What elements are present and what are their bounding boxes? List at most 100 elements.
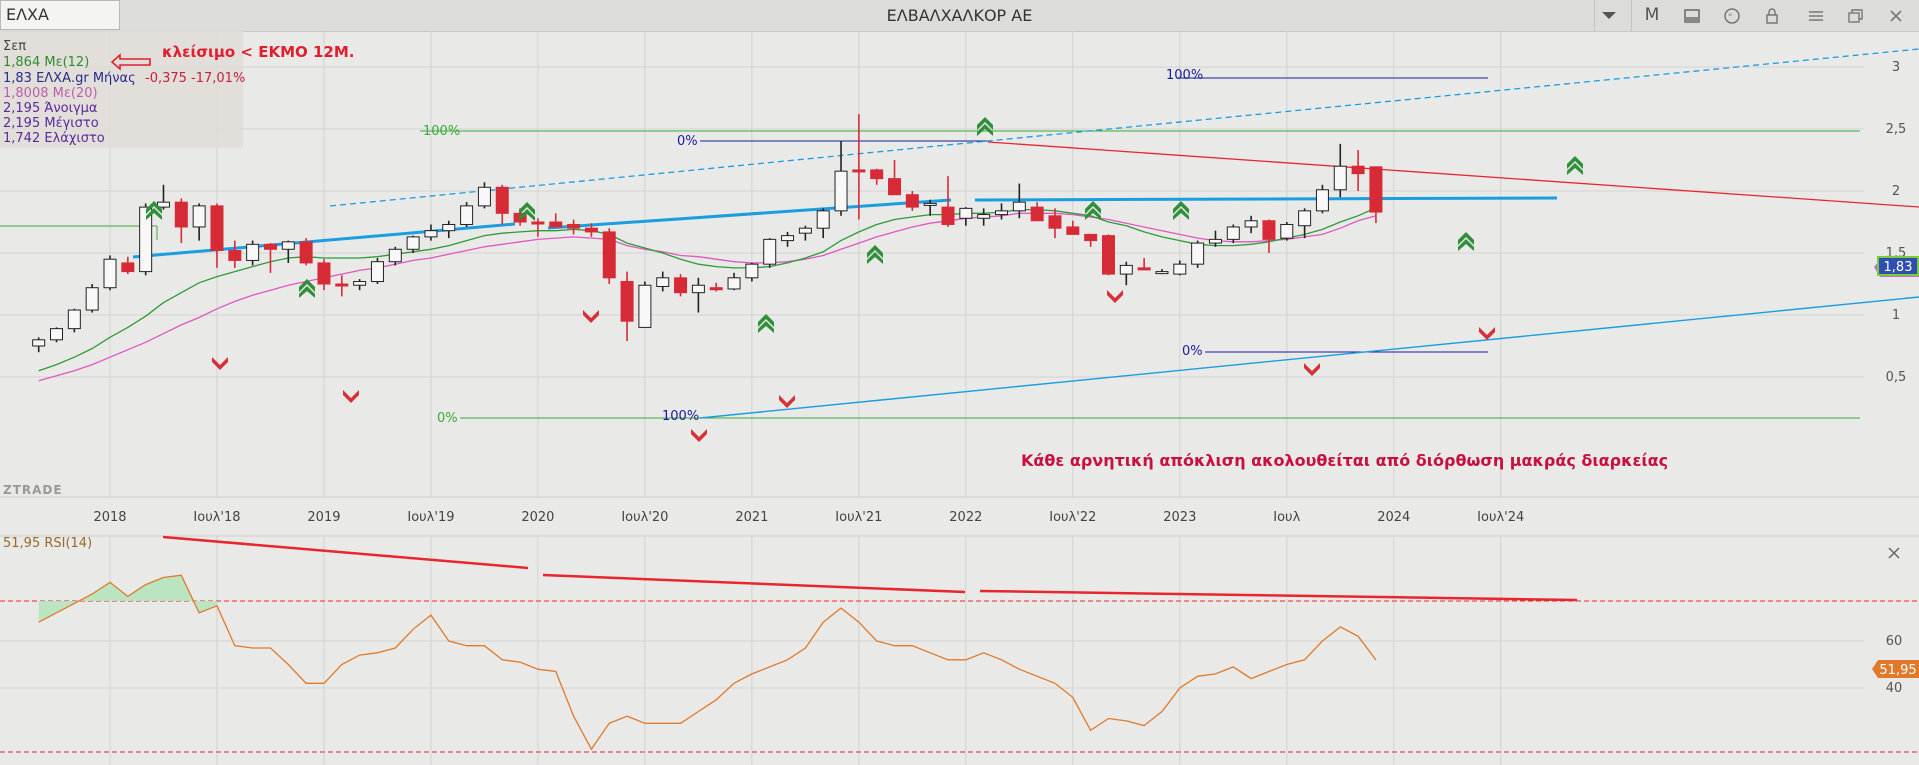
candle-body <box>1244 220 1258 228</box>
candle-body <box>495 186 509 214</box>
arrow-left-icon <box>110 53 151 71</box>
candle-body <box>977 214 991 219</box>
candle-body <box>995 210 1008 216</box>
candle-body <box>121 262 135 273</box>
price-chart[interactable]: 100% 0% 100% 0% 0% 100% Σεπ 1,864 Με(12) 1,83… <box>0 31 1919 765</box>
candle-body <box>1048 215 1062 229</box>
candle-body <box>442 223 456 232</box>
candle-body <box>674 277 688 294</box>
resistance-line-red <box>987 141 1919 208</box>
resistance-line <box>547 198 952 230</box>
close-icon[interactable] <box>1888 547 1900 559</box>
time-tick: Ιουλ'20 <box>621 510 668 525</box>
candle-body <box>905 194 919 208</box>
rsi-panel: 40 60 <box>0 535 1919 753</box>
candle-body <box>567 223 581 229</box>
time-tick: 2018 <box>93 510 126 525</box>
candle-body <box>1298 210 1312 227</box>
candle-body <box>798 227 812 234</box>
legend-low: 1,742 Ελάχιστο <box>3 131 105 146</box>
lock-icon[interactable] <box>1752 0 1792 31</box>
trend-line-dashed <box>329 48 1919 207</box>
arrow-up-icon <box>1173 208 1189 220</box>
candle-body <box>941 206 955 225</box>
symbol-input[interactable]: ΕΛΧΑ <box>0 0 120 30</box>
candle-body <box>549 221 563 228</box>
price-tick: 2 <box>1892 184 1900 199</box>
candle-body <box>709 287 723 291</box>
candle-body <box>888 178 902 196</box>
candle-body <box>1280 223 1294 239</box>
arrow-up-icon <box>1173 201 1189 214</box>
time-tick: 2022 <box>949 510 982 525</box>
candle-body <box>727 277 741 290</box>
fib-label: 0% <box>1182 344 1203 359</box>
time-tick: 2020 <box>521 510 554 525</box>
candle-body <box>691 284 705 294</box>
candle-body <box>816 210 830 229</box>
price-tick: 2,5 <box>1886 122 1907 137</box>
candle-body <box>923 202 937 206</box>
restore-window-icon[interactable] <box>1836 0 1876 31</box>
layout-icon[interactable] <box>1672 0 1712 31</box>
candle-body <box>1101 235 1115 275</box>
candle-body <box>1333 165 1347 191</box>
legend-ma20: 1,8008 Με(20) <box>3 86 98 101</box>
arrow-down-icon <box>343 390 359 403</box>
fib-label: 100% <box>662 409 699 424</box>
divergence-line <box>162 535 529 570</box>
arrow-up-icon <box>867 252 883 264</box>
arrow-up-icon <box>758 321 774 333</box>
candle-body <box>388 248 402 263</box>
arrow-up-icon <box>1085 201 1101 214</box>
close-icon[interactable] <box>1876 0 1916 31</box>
candle-body <box>1137 267 1151 271</box>
arrow-up-icon <box>299 286 315 298</box>
arrow-down-icon <box>1479 327 1495 340</box>
menu-icon[interactable] <box>1796 0 1836 31</box>
time-tick: Ιουλ'22 <box>1049 510 1096 525</box>
candle-body <box>67 309 81 330</box>
toolbar-divider <box>1631 0 1632 31</box>
fib-label: 0% <box>437 411 458 426</box>
chevron-down-icon[interactable] <box>1589 0 1629 31</box>
candle-body <box>246 243 260 261</box>
candle-body <box>1084 233 1098 242</box>
price-tick: 0,5 <box>1886 370 1907 385</box>
chat-icon[interactable]: " <box>1712 0 1752 31</box>
candle-body <box>1030 206 1044 222</box>
candle-body <box>424 230 438 238</box>
moving-averages <box>38 207 1377 382</box>
svg-text:": " <box>1728 13 1732 23</box>
candle-body <box>50 328 64 341</box>
toolbar: ΕΛΧΑ ΕΛΒΑΛΧΑΛΚΟΡ ΑΕ M " <box>0 0 1919 32</box>
candle-body <box>781 235 795 242</box>
arrow-down-icon <box>212 357 228 370</box>
candle-body <box>870 169 884 180</box>
ma20-line <box>38 212 1377 382</box>
fib-label: 100% <box>1166 68 1203 83</box>
candle-body <box>460 205 474 225</box>
candle-body <box>299 241 313 264</box>
period-button[interactable]: M <box>1644 5 1660 25</box>
candle-body <box>85 287 99 311</box>
candle-body <box>1315 189 1329 212</box>
arrow-up-icon <box>146 201 162 214</box>
time-tick: 2021 <box>735 510 768 525</box>
candle-body <box>1173 263 1187 275</box>
legend-symbol: 1,83 ΕΛΧΑ.gr Μήνας <box>3 71 136 86</box>
candle-body <box>335 283 349 287</box>
candle-body <box>1208 238 1222 244</box>
divergence-line <box>979 589 1578 602</box>
rsi-tag-text: 51,95 <box>1879 663 1916 678</box>
candle-body <box>263 243 277 250</box>
price-tag: 1,83 <box>1874 256 1919 277</box>
candle-body <box>1012 201 1026 212</box>
candle-body <box>1191 242 1205 265</box>
arrow-up-icon <box>299 279 315 292</box>
trend-lines: 100% 0% 100% 0% 0% 100% <box>0 48 1919 426</box>
rsi-overbought-fill <box>38 575 218 623</box>
candle-body <box>638 284 652 328</box>
candle-body <box>139 206 153 273</box>
